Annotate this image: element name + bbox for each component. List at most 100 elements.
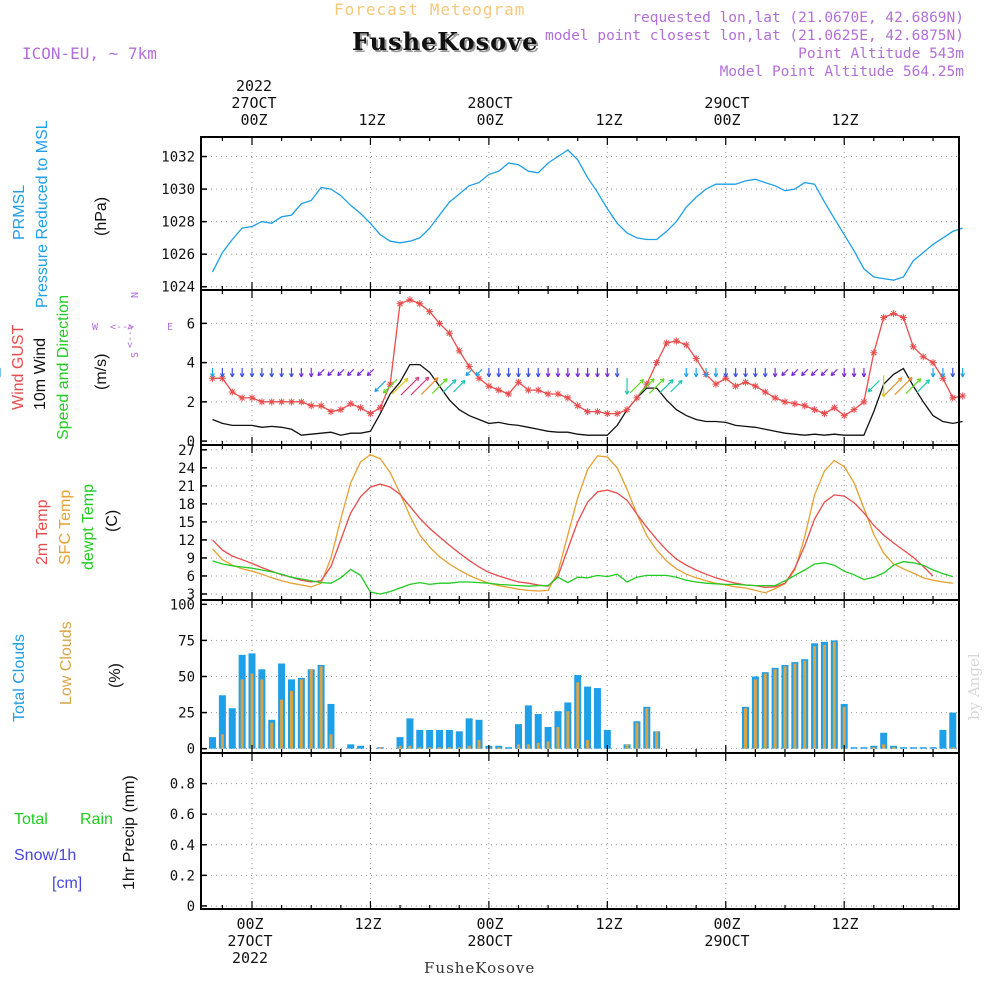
compass-s: S — [130, 352, 141, 358]
wind-arrow-20 — [400, 376, 420, 396]
low-cloud-bar-35 — [556, 727, 560, 749]
precip-ytick-label-3: 0.6 — [170, 807, 195, 823]
gust-marker-28 — [485, 382, 493, 390]
gust-marker-61 — [811, 406, 819, 414]
temperature-ytick-label-2: 9 — [187, 551, 195, 567]
model-name: ICON-EU, ~ 7km — [22, 44, 157, 63]
total-cloud-bar-74 — [939, 729, 947, 749]
wind-arrow-50 — [703, 367, 709, 378]
gust-marker-30 — [505, 390, 513, 398]
t2m-line — [212, 483, 934, 589]
gust-marker-44 — [643, 380, 651, 388]
gust-marker-67 — [870, 349, 878, 357]
wind-arrow-58 — [781, 368, 789, 377]
total-cloud-bar-0 — [209, 737, 217, 749]
precip-ytick-label-0: 0 — [187, 899, 195, 915]
wind-arrow-43 — [629, 378, 645, 394]
wind-arrow-45 — [648, 378, 665, 394]
low-cloud-bar-8 — [289, 690, 293, 749]
wind-arrow-1 — [219, 367, 225, 378]
low-cloud-bar-12 — [329, 734, 333, 749]
compass-vert: <--> — [125, 324, 136, 348]
wind-arrow-31 — [516, 367, 521, 378]
clouds-ytick-label-2: 50 — [178, 670, 195, 686]
grid-layer — [201, 137, 959, 909]
gust-marker-0 — [209, 374, 217, 382]
wind-arrow-63 — [830, 368, 838, 377]
gust-marker-20 — [406, 296, 414, 304]
gust-marker-62 — [820, 410, 828, 418]
compass-n: N — [130, 292, 141, 298]
wind-arrow-33 — [535, 367, 541, 378]
wind-arrow-10 — [308, 367, 314, 378]
wind-arrow-73 — [930, 367, 936, 378]
gust-marker-56 — [761, 388, 769, 396]
gust-marker-74 — [939, 374, 947, 382]
gust-marker-4 — [248, 394, 256, 402]
gust-marker-75 — [949, 394, 957, 402]
total-cloud-bar-33 — [534, 714, 542, 749]
gust-marker-2 — [228, 388, 236, 396]
bottom-time-label-0: 00Z 27OCT 2022 — [227, 915, 273, 967]
clouds-ytick-label-0: 0 — [187, 742, 195, 758]
low-cloud-bar-36 — [566, 711, 570, 749]
header-top-label: Forecast Meteogram — [334, 0, 526, 19]
gust-marker-68 — [880, 313, 888, 321]
point-altitude: Point Altitude 543m — [798, 46, 964, 62]
wind-arrow-61 — [810, 368, 819, 377]
bottom-time-label-3: 12Z — [595, 915, 623, 933]
wind-arrow-5 — [259, 367, 265, 378]
wind-arrow-0 — [210, 367, 215, 378]
gust-marker-35 — [554, 390, 562, 398]
pressure-ytick-label-4: 1032 — [161, 150, 195, 166]
wind-arrow-75 — [950, 367, 956, 378]
wind-arrow-38 — [585, 367, 591, 378]
gust-marker-39 — [593, 408, 601, 416]
wind-arrow-21 — [410, 376, 430, 396]
total-cloud-bar-25 — [455, 731, 463, 749]
wind-arrow-26 — [465, 368, 473, 377]
gust-marker-5 — [258, 398, 266, 406]
temperature-ytick-label-3: 12 — [178, 533, 195, 549]
pressure-ytick-label-0: 1024 — [161, 280, 195, 296]
precip-ytick-label-1: 0.2 — [170, 868, 195, 884]
gust-marker-15 — [357, 404, 365, 412]
wind-arrow-57 — [772, 367, 778, 378]
top-time-label-0: 2022 27OCT 00Z — [231, 77, 277, 129]
gust-marker-63 — [830, 404, 838, 412]
wind-arrow-59 — [791, 368, 799, 377]
wind-arrow-53 — [733, 367, 739, 378]
total-cloud-bar-73 — [929, 747, 937, 749]
wind-arrow-36 — [565, 367, 571, 378]
total-cloud-bar-20 — [406, 718, 414, 749]
precip-legend-snow: Snow/1h — [14, 847, 76, 864]
precip-legend-unit: [cm] — [52, 875, 82, 892]
wind-arrow-22 — [420, 377, 439, 395]
pressure-ytick-label-2: 1028 — [161, 215, 195, 231]
gust-marker-21 — [416, 300, 424, 308]
clouds-ytick-label-1: 25 — [178, 706, 195, 722]
wind-arrow-13 — [337, 368, 345, 377]
wind-arrow-7 — [279, 367, 285, 378]
wind-label-speed-dir: Speed and Direction — [55, 295, 72, 440]
precip-ytick-label-4: 0.8 — [170, 777, 195, 793]
temp-label-2m: 2m Temp — [34, 499, 51, 565]
wind-arrow-54 — [743, 367, 748, 378]
gust-marker-6 — [268, 398, 276, 406]
gust-marker-26 — [465, 363, 473, 371]
top-time-label-4: 29OCT 00Z — [704, 94, 750, 129]
low-cloud-bar-58 — [783, 666, 787, 749]
low-cloud-bar-55 — [753, 679, 757, 749]
temperature-ytick-label-1: 6 — [187, 569, 195, 585]
wind-arrow-4 — [249, 367, 255, 378]
temperature-ytick-label-6: 21 — [178, 479, 195, 495]
low-cloud-bar-42 — [625, 744, 629, 749]
low-cloud-bar-9 — [299, 679, 303, 749]
gust-marker-46 — [663, 339, 671, 347]
low-cloud-bar-21 — [418, 747, 422, 749]
total-cloud-bar-23 — [436, 729, 444, 749]
gust-marker-58 — [781, 398, 789, 406]
low-cloud-bar-11 — [319, 666, 323, 749]
gust-marker-12 — [327, 408, 335, 416]
low-cloud-bar-7 — [280, 699, 284, 749]
